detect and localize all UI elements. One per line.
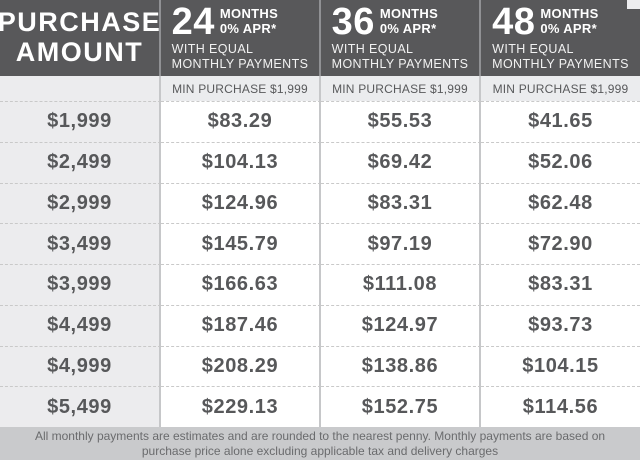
payment-48mo: $52.06 [481,141,640,183]
payment-48mo: $104.15 [481,345,640,387]
payment-36mo: $69.42 [321,141,481,183]
plan-48-top: 48 MONTHS 0% APR* [492,0,598,43]
plan-header-24-content: 24 MONTHS 0% APR* WITH EQUAL MONTHLY PAY… [171,0,309,72]
plan-header-36-content: 36 MONTHS 0% APR* WITH EQUAL MONTHLY PAY… [331,0,469,72]
plan-48-terms: MONTHS 0% APR* [540,7,598,36]
payment-36mo: $83.31 [321,182,481,224]
payment-36mo: $124.97 [321,304,481,346]
plan-48-equal-line1: WITH EQUAL [492,41,574,56]
purchase-amount-value: $5,499 [0,386,161,427]
payment-24mo: $208.29 [161,345,321,387]
payment-24mo: $187.46 [161,304,321,346]
min-purchase-spacer [0,76,161,101]
plan-36-top: 36 MONTHS 0% APR* [331,0,438,43]
plan-36-terms: MONTHS 0% APR* [380,7,438,36]
payment-24mo: $83.29 [161,101,321,142]
plan-24-number: 24 [171,0,215,43]
plan-48-number: 48 [492,0,536,43]
plan-48-equal-line2: MONTHLY PAYMENTS [492,56,629,71]
plan-36-equal-line1: WITH EQUAL [331,41,414,56]
purchase-amount-value: $1,999 [0,101,161,142]
plan-36-number: 36 [331,0,375,43]
plan-24-equal-line2: MONTHLY PAYMENTS [171,56,309,71]
plan-24-subtitle: WITH EQUAL MONTHLY PAYMENTS [172,42,309,72]
plan-48-apr: 0% APR* [540,20,597,36]
plan-36-equal-line2: MONTHLY PAYMENTS [331,56,469,71]
purchase-amount-value: $4,999 [0,345,161,387]
plan-36-months-word: MONTHS [379,6,439,22]
plan-header-24-months: 24 MONTHS 0% APR* WITH EQUAL MONTHLY PAY… [161,0,321,76]
plan-24-terms: MONTHS 0% APR* [220,7,278,36]
purchase-header-line1: PURCHASE [0,7,162,38]
purchase-amount-header: PURCHASE AMOUNT [0,0,161,76]
purchase-header-line2: AMOUNT [15,37,144,67]
min-purchase-24: MIN PURCHASE $1,999 [161,76,321,101]
purchase-amount-value: $2,499 [0,141,161,183]
payment-48mo: $114.56 [481,386,640,427]
payment-36mo: $111.08 [321,264,481,305]
plan-24-months-word: MONTHS [219,6,279,22]
payment-24mo: $166.63 [161,264,321,305]
purchase-amount-value: $3,999 [0,264,161,305]
plan-36-subtitle: WITH EQUAL MONTHLY PAYMENTS [332,42,469,72]
plan-24-apr: 0% APR* [219,20,277,36]
purchase-amount-value: $3,499 [0,223,161,264]
payment-36mo: $152.75 [321,386,481,427]
plan-48-subtitle: WITH EQUAL MONTHLY PAYMENTS [492,42,629,72]
payment-36mo: $97.19 [321,223,481,264]
plan-header-48-months: 48 MONTHS 0% APR* WITH EQUAL MONTHLY PAY… [481,0,640,76]
min-purchase-36: MIN PURCHASE $1,999 [321,76,481,101]
payment-24mo: $104.13 [161,141,321,183]
payment-36mo: $55.53 [321,101,481,142]
payment-48mo: $41.65 [481,101,640,142]
payment-grid: PURCHASE AMOUNT 24 MONTHS 0% APR* WITH E… [0,0,640,427]
payment-48mo: $72.90 [481,223,640,264]
plan-48-months-word: MONTHS [540,6,599,22]
payment-36mo: $138.86 [321,345,481,387]
min-purchase-48: MIN PURCHASE $1,999 [481,76,640,101]
purchase-amount-value: $2,999 [0,182,161,224]
payment-48mo: $93.73 [481,304,640,346]
corner-notch [627,0,640,9]
payment-24mo: $229.13 [161,386,321,427]
disclaimer-footnote: All monthly payments are estimates and a… [0,427,640,460]
payment-24mo: $124.96 [161,182,321,224]
payment-48mo: $62.48 [481,182,640,224]
payment-24mo: $145.79 [161,223,321,264]
plan-24-top: 24 MONTHS 0% APR* [171,0,278,43]
plan-header-36-months: 36 MONTHS 0% APR* WITH EQUAL MONTHLY PAY… [321,0,481,76]
plan-header-48-content: 48 MONTHS 0% APR* WITH EQUAL MONTHLY PAY… [492,0,629,72]
purchase-amount-value: $4,499 [0,304,161,346]
plan-36-apr: 0% APR* [379,20,437,36]
payment-48mo: $83.31 [481,264,640,305]
plan-24-equal-line1: WITH EQUAL [171,41,254,56]
